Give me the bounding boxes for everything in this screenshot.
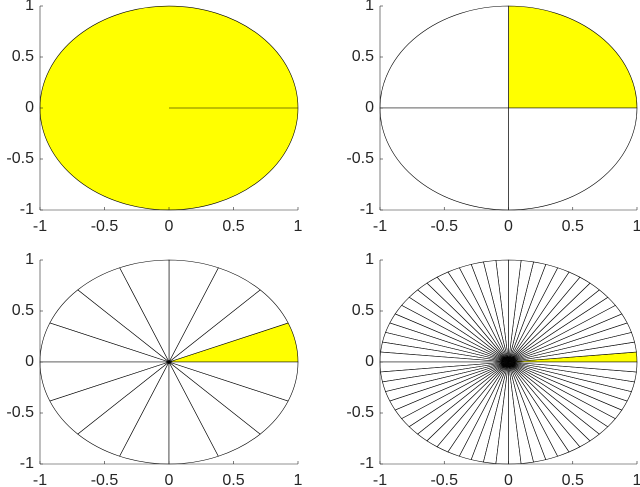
x-tick-label: 0.5 xyxy=(562,218,584,235)
y-tick-label: 0 xyxy=(25,99,34,116)
y-tick-label: 1 xyxy=(25,0,34,14)
x-tick-label: 0 xyxy=(504,218,513,235)
x-tick-label: -1 xyxy=(373,218,387,235)
y-tick-label: -1 xyxy=(20,455,34,472)
y-tick-label: 0.5 xyxy=(12,302,34,319)
x-tick-label: 1 xyxy=(294,218,303,235)
x-tick-label: 0.5 xyxy=(562,472,584,487)
pie-slice xyxy=(508,107,638,211)
x-tick-label: 1 xyxy=(294,472,303,487)
y-tick-label: 0.5 xyxy=(352,48,374,65)
x-tick-label: -1 xyxy=(33,472,47,487)
x-tick-label: -0.5 xyxy=(430,218,458,235)
pie-slice xyxy=(508,5,638,109)
pie-slice xyxy=(168,361,299,402)
x-tick-label: -1 xyxy=(373,472,387,487)
y-tick-label: 0.5 xyxy=(12,48,34,65)
y-tick-label: 1 xyxy=(25,251,34,268)
x-tick-label: 1 xyxy=(633,218,640,235)
x-tick-label: -0.5 xyxy=(430,472,458,487)
x-tick-label: -0.5 xyxy=(91,218,119,235)
y-tick-label: 0 xyxy=(365,353,374,370)
x-tick-label: 0 xyxy=(165,472,174,487)
x-tick-label: 0 xyxy=(504,472,513,487)
pie-slice xyxy=(379,5,509,109)
y-tick-label: 1 xyxy=(365,251,374,268)
y-tick-label: -0.5 xyxy=(346,404,374,421)
y-tick-label: -0.5 xyxy=(6,404,34,421)
y-tick-label: -1 xyxy=(20,201,34,218)
pie-slice xyxy=(379,107,509,211)
y-tick-label: -1 xyxy=(360,201,374,218)
y-tick-label: -1 xyxy=(360,455,374,472)
x-tick-label: 0.5 xyxy=(222,218,244,235)
x-tick-label: -0.5 xyxy=(91,472,119,487)
x-tick-label: 1 xyxy=(633,472,640,487)
x-tick-label: 0.5 xyxy=(222,472,244,487)
x-tick-label: 0 xyxy=(165,218,174,235)
pie-slice xyxy=(39,5,299,211)
y-tick-label: -0.5 xyxy=(346,150,374,167)
y-tick-label: 0 xyxy=(365,99,374,116)
y-tick-label: 0 xyxy=(25,353,34,370)
y-tick-label: 1 xyxy=(365,0,374,14)
y-tick-label: -0.5 xyxy=(6,150,34,167)
pie-slice xyxy=(508,361,638,373)
x-tick-label: -1 xyxy=(33,218,47,235)
y-tick-label: 0.5 xyxy=(352,302,374,319)
